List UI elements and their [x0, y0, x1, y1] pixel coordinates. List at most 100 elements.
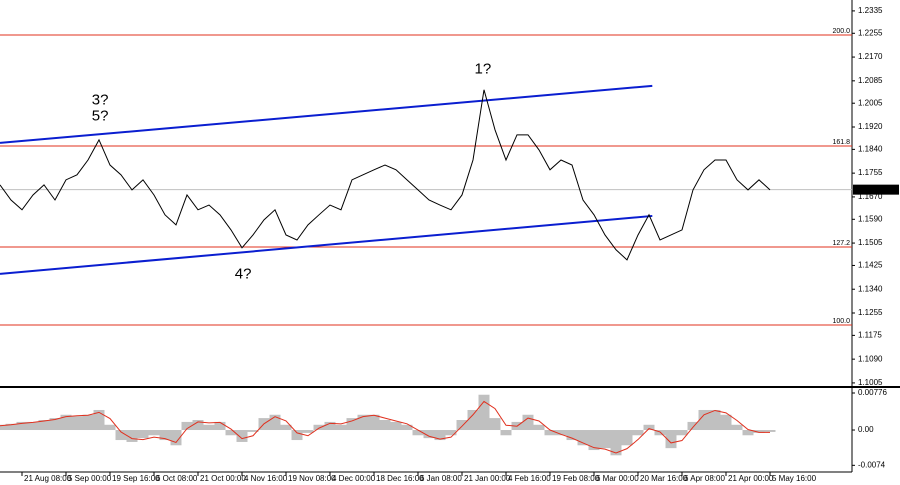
- histogram-bar: [71, 416, 83, 431]
- histogram-bar: [665, 430, 677, 449]
- histogram-bar: [16, 421, 28, 431]
- channel-line: [0, 214, 653, 275]
- histogram-bar: [280, 424, 292, 431]
- histogram-bar: [522, 414, 534, 431]
- y-tick-label: 1.1840: [858, 144, 883, 153]
- histogram-bar: [533, 424, 545, 431]
- histogram-bar: [27, 421, 39, 431]
- x-tick-label: 18 Dec 16:00: [376, 474, 424, 483]
- histogram-bar: [115, 430, 127, 441]
- y-tick-label: 1.1090: [858, 354, 883, 363]
- y-tick-label: 1.2255: [858, 28, 883, 37]
- x-tick-label: 19 Sep 16:00: [112, 474, 160, 483]
- y-tick-label: 1.1670: [858, 192, 883, 201]
- histogram-bar: [38, 420, 50, 431]
- x-tick-label: 6 Apr 08:00: [684, 474, 725, 483]
- x-tick-label: 5 Sep 00:00: [68, 474, 112, 483]
- histogram-bar: [720, 414, 732, 431]
- y-tick-label: 0.00776: [858, 388, 887, 397]
- histogram-bar: [148, 430, 160, 436]
- y-tick-label: 1.1255: [858, 308, 883, 317]
- histogram-bar: [291, 430, 303, 441]
- histogram-bar: [434, 430, 446, 441]
- histogram-bar: [676, 430, 688, 436]
- histogram-bar: [489, 418, 501, 431]
- y-tick-label: 1.1005: [858, 378, 883, 387]
- histogram-bar: [214, 421, 226, 431]
- y-tick-label: 1.1755: [858, 168, 883, 177]
- x-tick-label: 20 Mar 16:00: [640, 474, 688, 483]
- histogram-bar: [0, 424, 6, 431]
- histogram-bar: [654, 430, 666, 436]
- histogram-bar: [379, 420, 391, 431]
- current-price-label: 1.1696: [858, 185, 883, 194]
- x-tick-label: 19 Nov 08:00: [288, 474, 336, 483]
- histogram-bar: [368, 414, 380, 431]
- x-tick-label: 21 Aug 08:00: [24, 474, 72, 483]
- histogram-bar: [236, 430, 248, 442]
- x-tick-label: 21 Jan 00:00: [464, 474, 511, 483]
- histogram-bar: [401, 424, 413, 431]
- y-tick-label: -0.0074: [858, 460, 886, 469]
- histogram-bar: [104, 424, 116, 431]
- histogram-bar: [599, 430, 611, 449]
- histogram-bar: [313, 424, 325, 431]
- histogram-bar: [555, 430, 567, 436]
- histogram-bar: [159, 430, 171, 441]
- x-tick-label: 6 Mar 00:00: [596, 474, 639, 483]
- y-tick-label: 1.2335: [858, 6, 883, 15]
- histogram-bar: [742, 430, 754, 436]
- histogram-bar: [346, 418, 358, 431]
- histogram-bar: [478, 394, 490, 431]
- channel-line: [0, 84, 653, 144]
- x-tick-label: 21 Oct 00:00: [200, 474, 246, 483]
- histogram-bar: [643, 424, 655, 431]
- histogram-bar: [49, 418, 61, 431]
- histogram-bar: [731, 424, 743, 431]
- histogram-bar: [687, 421, 699, 431]
- y-tick-label: 1.2170: [858, 52, 883, 61]
- x-tick-label: 19 Feb 08:00: [552, 474, 600, 483]
- histogram-bar: [709, 409, 721, 431]
- histogram-bar: [93, 409, 105, 431]
- x-tick-label: 4 Nov 16:00: [244, 474, 288, 483]
- histogram-bar: [192, 420, 204, 431]
- y-tick-label: 1.1425: [858, 261, 883, 270]
- histogram-bar: [269, 414, 281, 431]
- histogram-bar: [335, 424, 347, 431]
- x-tick-label: 5 May 16:00: [772, 474, 817, 483]
- y-tick-label: 1.2005: [858, 98, 883, 107]
- wave-label: 1?: [475, 61, 492, 78]
- histogram-bar: [170, 430, 182, 446]
- price-line: [0, 89, 771, 261]
- y-tick-label: 1.1590: [858, 214, 883, 223]
- y-tick-label: 1.1175: [858, 330, 882, 339]
- x-tick-label: 6 Oct 08:00: [156, 474, 198, 483]
- x-tick-label: 4 Dec 00:00: [332, 474, 376, 483]
- histogram-bar: [764, 430, 776, 432]
- x-tick-label: 6 Jan 08:00: [420, 474, 462, 483]
- histogram-bar: [698, 409, 710, 431]
- current-price-box: [853, 184, 899, 195]
- histogram-bar: [203, 424, 215, 431]
- x-tick-label: 4 Feb 16:00: [508, 474, 551, 483]
- histogram-bar: [126, 430, 138, 442]
- histogram-bar: [357, 414, 369, 431]
- histogram-bar: [753, 430, 765, 433]
- histogram-bar: [137, 430, 149, 439]
- histogram-bar: [566, 430, 578, 441]
- histogram-bar: [456, 420, 468, 431]
- histogram-bar: [467, 409, 479, 431]
- fib-level-label: 100.0: [832, 318, 850, 325]
- wave-label: 4?: [235, 266, 252, 283]
- fib-level-label: 161.8: [832, 139, 850, 146]
- y-tick-label: 0.00: [858, 425, 874, 434]
- fib-level-label: 127.2: [832, 240, 850, 247]
- histogram-bar: [412, 430, 424, 436]
- histogram-bar: [621, 430, 633, 446]
- x-tick-label: 21 Apr 00:00: [728, 474, 774, 483]
- histogram-bar: [423, 430, 435, 439]
- histogram-bar: [82, 414, 94, 431]
